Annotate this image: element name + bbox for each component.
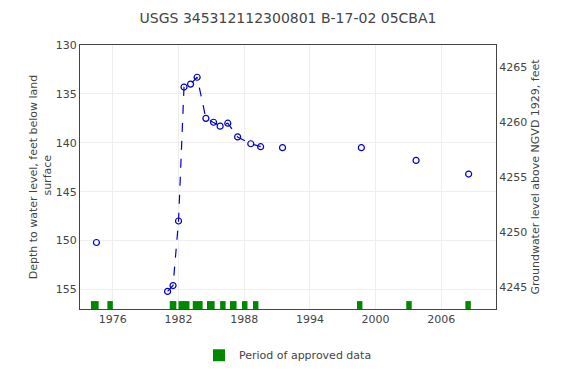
svg-text:1982: 1982 xyxy=(165,313,193,326)
svg-text:150: 150 xyxy=(56,234,77,247)
svg-text:Period of approved data: Period of approved data xyxy=(239,349,371,362)
svg-text:4250: 4250 xyxy=(499,226,527,239)
svg-text:2000: 2000 xyxy=(362,313,390,326)
svg-text:USGS 345312112300801 B-17-02 0: USGS 345312112300801 B-17-02 05CBA1 xyxy=(140,10,437,26)
svg-text:1976: 1976 xyxy=(99,313,127,326)
svg-text:135: 135 xyxy=(56,88,77,101)
svg-text:1994: 1994 xyxy=(296,313,324,326)
svg-text:140: 140 xyxy=(56,137,77,150)
svg-text:1988: 1988 xyxy=(230,313,258,326)
svg-text:145: 145 xyxy=(56,186,77,199)
svg-text:155: 155 xyxy=(56,283,77,296)
svg-text:Groundwater level above NGVD 1: Groundwater level above NGVD 1929, feet xyxy=(529,59,542,295)
svg-text:4245: 4245 xyxy=(499,281,527,294)
svg-text:2006: 2006 xyxy=(427,313,455,326)
svg-text:Depth to water level, feet bel: Depth to water level, feet below land su… xyxy=(27,75,54,280)
svg-text:4260: 4260 xyxy=(499,116,527,129)
svg-text:4265: 4265 xyxy=(499,61,527,74)
svg-text:4255: 4255 xyxy=(499,171,527,184)
svg-text:130: 130 xyxy=(56,39,77,52)
